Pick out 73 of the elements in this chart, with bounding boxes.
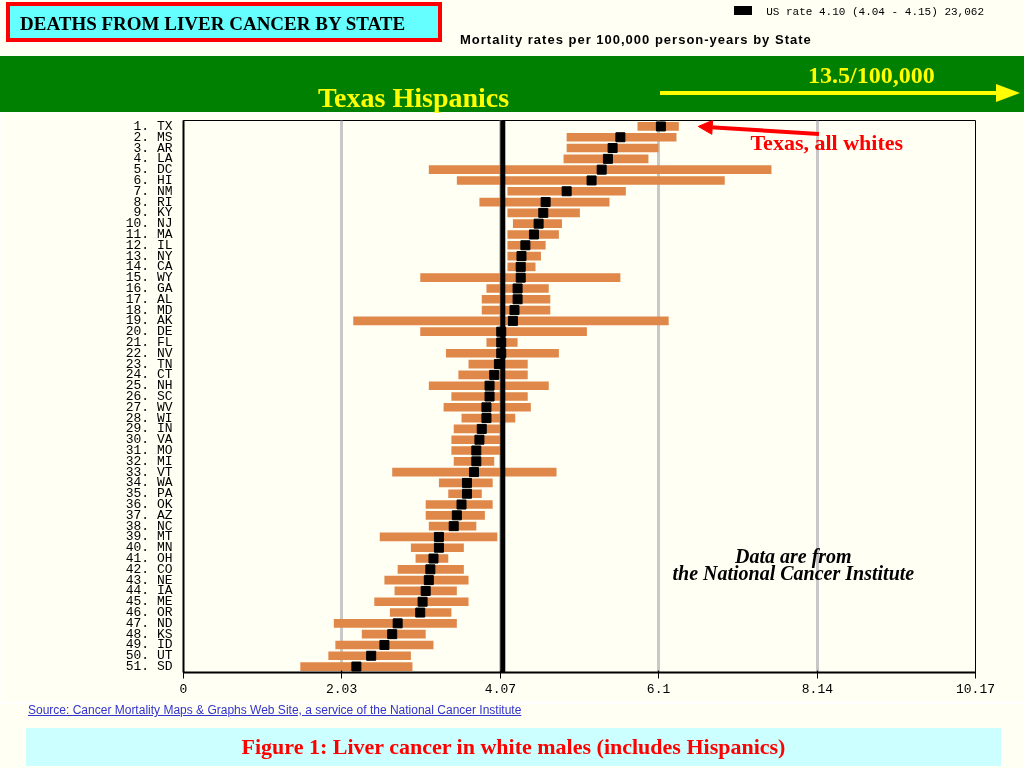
bar [420,327,587,337]
point [489,369,500,380]
caption: Figure 1: Liver cancer in white males (includes Hispanics) [26,728,1001,766]
point [474,434,485,445]
point [433,531,444,542]
point [507,315,518,326]
bar [420,273,621,282]
text: 13.5/100,000 [808,62,935,89]
annotation: Data are from the National Cancer Institute [672,545,915,585]
point [533,218,544,229]
point [420,585,431,596]
point [415,607,426,618]
point [481,413,492,424]
point [520,240,531,251]
point [481,402,492,413]
x-tick-label: 2.03 [325,681,358,697]
point [456,499,467,510]
annotation: Texas, all whites [750,129,904,155]
point [496,326,507,337]
point [540,197,551,208]
point [468,467,479,478]
point [561,186,572,197]
bar [428,165,772,174]
point [448,521,459,532]
point [602,153,613,164]
bar [445,348,559,358]
legend-label: US rate 4.10 (4.04 - 4.15) 23,062 [765,6,984,18]
point [451,510,462,521]
text: Texas Hispanics [318,82,510,114]
point [476,423,487,434]
point [425,564,436,575]
x-tick-label: 0 [179,681,188,697]
point [515,261,526,272]
x-tick-label: 10.17 [956,681,996,697]
point [615,132,626,143]
point [366,650,377,661]
point [509,305,520,316]
bar [456,176,725,185]
point [379,639,390,650]
chart-title: DEATHS FROM LIVER CANCER BY STATE [6,2,442,42]
point [471,445,482,456]
point [516,251,527,262]
point [655,121,666,132]
point [351,661,362,672]
x-tick-label: 8.14 [801,681,834,697]
point [607,143,618,154]
point [586,175,597,186]
point [528,229,539,240]
point [515,272,526,283]
x-tick-label: 6.1 [646,681,671,697]
point [461,488,472,499]
point [496,337,507,348]
point [392,618,403,629]
chart-subtitle: Mortality rates per 100,000 person-years by State [460,32,812,47]
point [596,164,607,175]
source-note: Source: Cancer Mortality Maps & Graphs Web Site, a service of the National Cancer Institute [0,703,1024,730]
point [461,477,472,488]
bar [507,186,626,196]
point [538,207,549,218]
point [417,596,428,607]
point [387,629,398,640]
bar [333,619,457,628]
point [484,391,495,402]
point [433,542,444,553]
point [428,553,439,564]
point [484,380,495,391]
point [496,348,507,359]
point [512,294,523,305]
point [423,575,434,586]
x-tick-label: 4.07 [484,681,517,697]
bar [300,662,413,671]
point [512,283,523,294]
point [471,456,482,467]
